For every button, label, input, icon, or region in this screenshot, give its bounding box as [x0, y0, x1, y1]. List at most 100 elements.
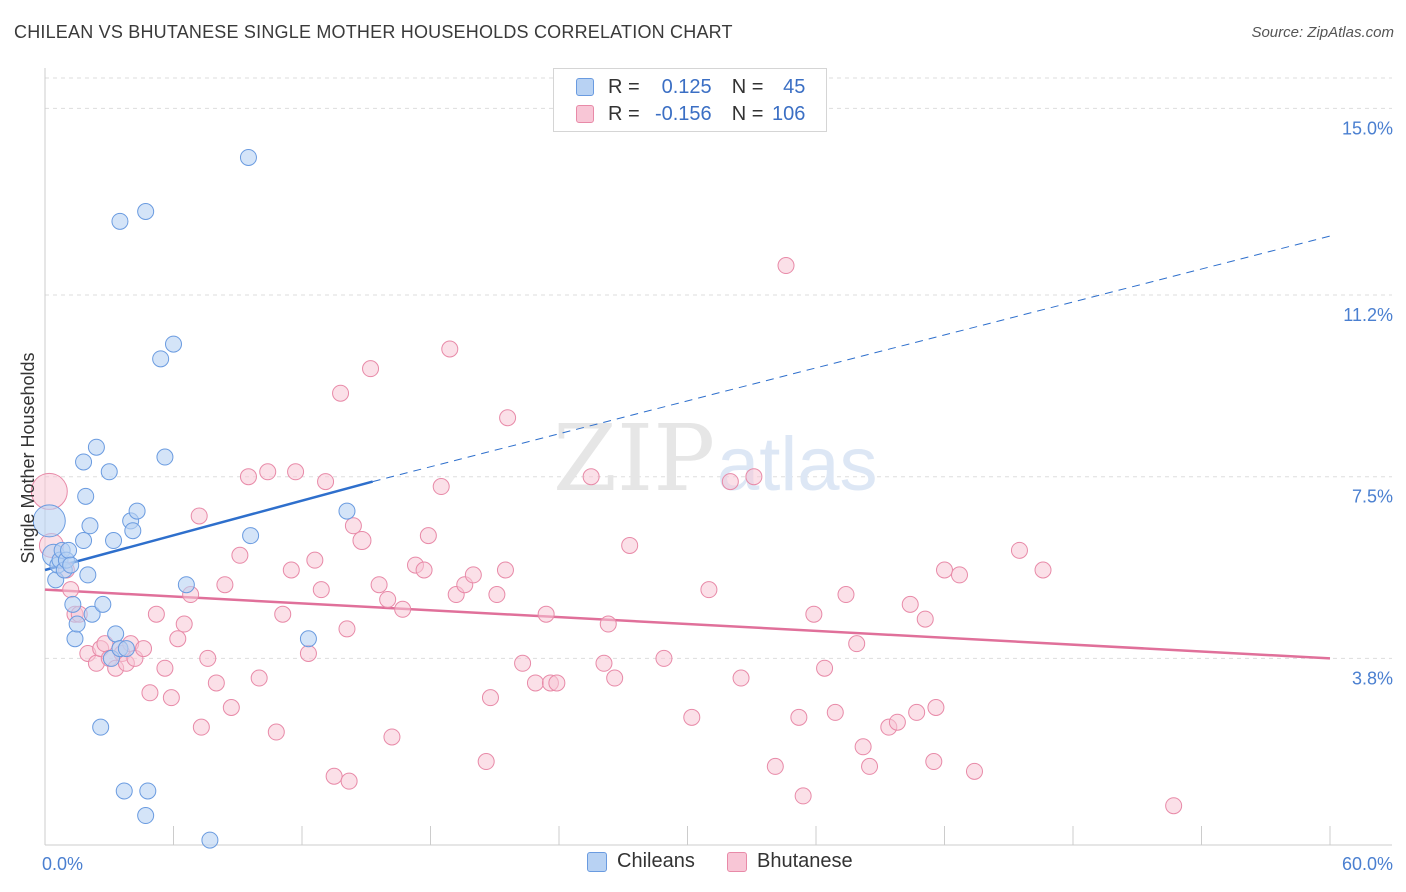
- n-value: 45: [783, 75, 806, 98]
- bhutanese-point: [464, 566, 482, 584]
- bhutanese-point: [916, 610, 934, 628]
- chileans-trendline-extension: [372, 235, 1331, 483]
- bhutanese-point: [415, 561, 433, 579]
- bhutanese-point: [231, 546, 249, 564]
- chileans-point: [239, 148, 257, 166]
- chileans-point: [152, 350, 170, 368]
- r-value: -0.156: [654, 102, 712, 125]
- chileans-point: [60, 541, 78, 559]
- chileans-point: [111, 212, 129, 230]
- chileans-point: [137, 203, 155, 221]
- chileans-point: [124, 522, 142, 540]
- bhutanese-point: [537, 605, 555, 623]
- chileans-point: [201, 831, 219, 849]
- bhutanese-point: [526, 674, 544, 692]
- bhutanese-point: [790, 708, 808, 726]
- chileans-point: [68, 615, 86, 633]
- r-value: 0.125: [661, 75, 712, 98]
- legend-item-bhutanese[interactable]: Bhutanese: [727, 850, 853, 873]
- bhutanese-point: [259, 463, 277, 481]
- chileans-point: [81, 517, 99, 535]
- bhutanese-point: [250, 669, 268, 687]
- bhutanese-point: [207, 674, 225, 692]
- n-label: N =: [731, 75, 764, 98]
- n-label: N =: [731, 102, 764, 125]
- bhutanese-point: [496, 561, 514, 579]
- bhutanese-point: [419, 527, 437, 545]
- chileans-point: [165, 335, 182, 353]
- chileans-point: [77, 487, 95, 505]
- chileans-swatch: [587, 851, 607, 872]
- chileans-point: [100, 463, 118, 481]
- bhutanese-point: [306, 551, 324, 569]
- bhutanese-point: [344, 517, 362, 535]
- bhutanese-point: [777, 257, 795, 275]
- bhutanese-point: [925, 753, 943, 771]
- chileans-point: [64, 595, 82, 613]
- bhutanese-point: [805, 605, 823, 623]
- bhutanese-point: [888, 713, 906, 731]
- bhutanese-point: [379, 590, 397, 608]
- bhutanese-point: [222, 698, 240, 716]
- bhutanese-point: [282, 561, 300, 579]
- bhutanese-point: [432, 478, 450, 496]
- bhutanese-point: [477, 753, 495, 771]
- bhutanese-point: [287, 463, 305, 481]
- watermark: ZIP atlas: [553, 405, 878, 512]
- chileans-point: [75, 453, 93, 471]
- bhutanese-point: [216, 576, 234, 594]
- bhutanese-point: [655, 649, 673, 667]
- bhutanese-point: [362, 360, 380, 378]
- trendlines: [44, 235, 1331, 660]
- bhutanese-point: [199, 649, 217, 667]
- chileans-point: [299, 630, 317, 648]
- bhutanese-point: [135, 640, 153, 658]
- bhutanese-point: [370, 576, 388, 594]
- chileans-trendline: [44, 480, 374, 572]
- bhutanese-point: [595, 654, 613, 672]
- chileans-point: [117, 640, 135, 658]
- bhutanese-trendline: [44, 588, 1331, 660]
- legend-item-chileans[interactable]: Chileans: [587, 850, 695, 873]
- bhutanese-point: [901, 595, 919, 613]
- bhutanese-point: [488, 586, 506, 604]
- bhutanese-point: [338, 620, 356, 638]
- chileans-point: [62, 556, 80, 574]
- bhutanese-point: [927, 698, 945, 716]
- chileans-point: [75, 532, 93, 550]
- y-axis-title: Single Mother Households: [18, 352, 38, 563]
- watermark-zip: ZIP: [553, 405, 715, 512]
- bhutanese-point: [267, 723, 285, 741]
- bhutanese-point: [766, 757, 784, 775]
- bhutanese-point: [441, 340, 459, 358]
- chileans-point: [139, 782, 157, 800]
- chileans-swatch: [576, 78, 594, 96]
- bhutanese-point: [274, 605, 292, 623]
- n-value: 106: [772, 102, 806, 125]
- stats-legend: R = 0.125 N = 45 R = -0.156 N = 106: [553, 68, 827, 132]
- series-legend: Chileans Bhutanese: [0, 850, 1406, 878]
- bhutanese-swatch: [727, 851, 747, 872]
- bhutanese-point: [514, 654, 532, 672]
- y-tick-label: 11.2%: [1343, 305, 1393, 325]
- bhutanese-point: [816, 659, 834, 677]
- bhutanese-point: [908, 703, 926, 721]
- chileans-point: [79, 566, 97, 584]
- bhutanese-point: [141, 684, 159, 702]
- bhutanese-point: [481, 689, 499, 707]
- watermark-atlas: atlas: [717, 422, 878, 507]
- axis-labels: 3.8% 7.5% 11.2% 15.0% 0.0% 60.0% Single Mother…: [18, 118, 1393, 874]
- bhutanese-point: [499, 409, 517, 427]
- chileans-point: [338, 502, 356, 520]
- chileans-point: [177, 576, 195, 594]
- bhutanese-point: [190, 507, 208, 525]
- bhutanese-point: [936, 561, 953, 579]
- chart-title: CHILEAN VS BHUTANESE SINGLE MOTHER HOUSE…: [14, 22, 733, 42]
- chileans-point: [94, 595, 112, 613]
- bhutanese-point: [332, 384, 350, 402]
- bhutanese-point: [239, 468, 257, 486]
- bhutanese-point: [156, 659, 174, 677]
- bhutanese-point: [700, 581, 718, 599]
- r-label: R =: [608, 75, 640, 98]
- bhutanese-point: [169, 630, 187, 648]
